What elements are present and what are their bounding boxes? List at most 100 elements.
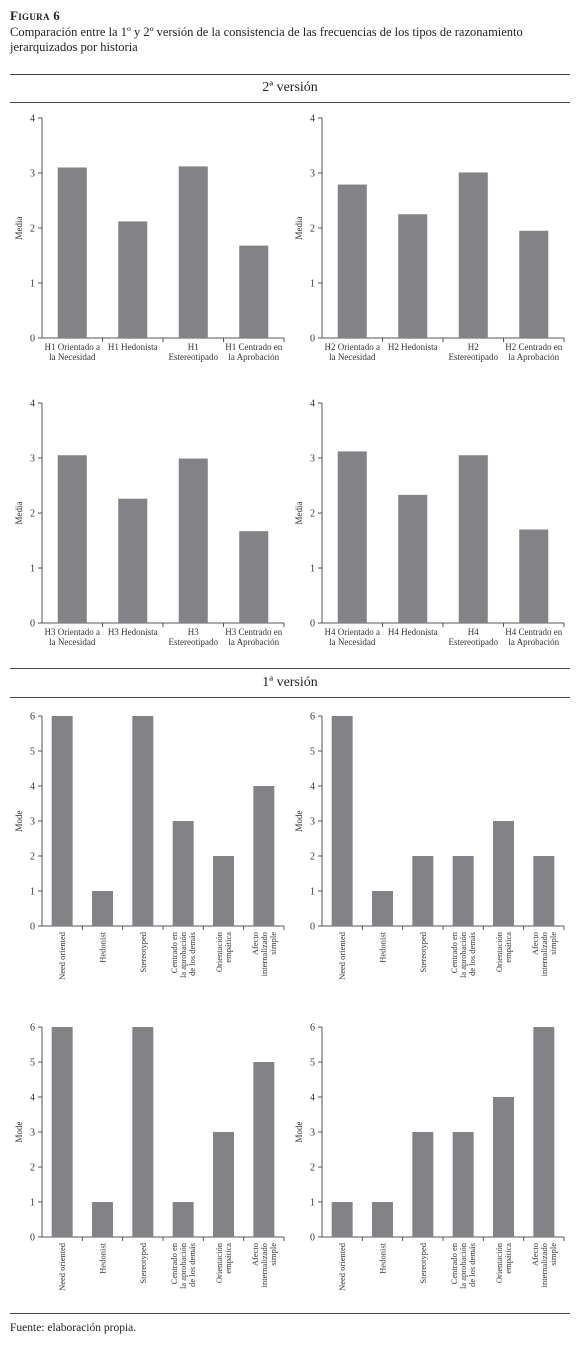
x-tick-label: H2 Hedonista [388,342,438,352]
top-rule [10,74,570,75]
y-tick-label: 5 [310,747,315,758]
x-tick-label: Need oriented [337,1242,347,1291]
y-tick-label: 4 [30,1093,35,1104]
bar [519,529,549,623]
x-tick-label: H1 Hedonista [108,342,158,352]
y-axis-label: Media [294,502,304,525]
section-rule [10,102,570,103]
bar [452,856,474,926]
y-tick-label: 2 [30,852,35,863]
bar [178,458,208,623]
y-tick-label: 0 [30,619,35,630]
bar [92,891,113,926]
chart-h4-second-version: 0 1 2 3 4 Media H4 Orientado a la Necesidad H4 H… [294,399,565,647]
x-tick-label: Hedonist [378,1242,388,1273]
bar [118,498,148,623]
x-tick-label: Hedonist [378,931,388,962]
bar [51,716,73,926]
bar [213,1132,234,1237]
x-tick-label: H2 Orientado a la Necesidad [325,342,380,362]
y-tick-label: 2 [30,1163,35,1174]
y-axis-label: Mode [14,1121,24,1142]
y-tick-label: 3 [30,169,35,180]
source-note: Fuente: elaboración propia. [10,1322,137,1334]
figure-caption: Comparación entre la 1º y 2º versión de … [10,25,523,54]
bar [57,455,87,623]
bar [398,494,428,623]
y-axis-label: Mode [294,1121,304,1142]
chart-mode-4-first-version: 0 1 2 3 4 5 6 Mode Need oriented Hedonist Stereoty… [294,1023,565,1291]
y-tick-label: 3 [30,817,35,828]
section-rule [10,697,570,698]
y-tick-label: 4 [30,782,35,793]
bar [533,856,555,926]
y-tick-label: 2 [310,224,315,235]
bar [337,451,367,623]
x-tick-label: Afectointernalizadosimple [530,932,558,977]
y-tick-label: 6 [310,712,315,723]
y-tick-label: 1 [310,887,315,898]
bar [239,531,269,623]
bar [51,1027,73,1237]
y-tick-label: 3 [30,1128,35,1139]
x-tick-label: Stereotyped [138,1242,148,1283]
bottom-rule [10,1313,570,1314]
y-tick-label: 5 [30,1058,35,1069]
y-tick-label: 0 [310,334,315,345]
chart-h2-second-version: 0 1 2 3 4 Media H2 Orientado a la Necesidad H2 H… [294,114,565,362]
bar [372,1202,393,1237]
bar [458,455,488,623]
y-tick-label: 4 [30,399,35,410]
y-tick-label: 6 [30,712,35,723]
y-tick-label: 1 [310,1198,315,1209]
y-tick-label: 2 [310,509,315,520]
section-title-second-version: 2ª versión [262,80,318,95]
x-tick-label: H3 Estereotipado [169,627,219,647]
y-axis-label: Media [14,502,24,525]
y-tick-label: 4 [310,782,315,793]
y-tick-label: 1 [310,564,315,575]
x-tick-label: H4 Estereotipado [449,627,499,647]
chart-h1-second-version: 0 1 2 3 4 Media H1 Orientado a la Necesidad H1 H… [14,114,285,362]
y-tick-label: 4 [310,1093,315,1104]
bar [331,1202,353,1237]
bar [213,856,234,926]
y-tick-label: 3 [30,454,35,465]
y-tick-label: 0 [310,619,315,630]
x-tick-label: H4 Centrado en la Aprobación [505,627,562,647]
figure-label: Figura 6 [10,8,61,23]
y-tick-label: 0 [30,922,35,933]
x-tick-label: Need oriented [337,931,347,980]
bar [458,172,488,338]
x-tick-label: Centrado enla aprobaciónde los demás [449,1242,477,1289]
bar [178,166,208,338]
bar [118,221,148,338]
y-tick-label: 2 [310,1163,315,1174]
x-tick-label: H1 Estereotipado [169,342,219,362]
bar [533,1027,555,1237]
y-tick-label: 3 [310,1128,315,1139]
bar [92,1202,113,1237]
bar [253,786,275,926]
section-title-first-version: 1ª versión [262,675,318,690]
y-tick-label: 6 [30,1023,35,1034]
x-tick-label: Centrado enla aprobaciónde los demás [169,931,197,978]
y-tick-label: 1 [30,564,35,575]
chart-mode-1-first-version: 0 1 2 3 4 5 6 Mode Need oriented Hedonist Stereoty… [14,712,285,980]
x-tick-label: Orientaciónempática [494,931,513,972]
x-tick-label: H1 Centrado en la Aprobación [225,342,282,362]
x-tick-label: Hedonist [98,1242,108,1273]
x-tick-label: H2 Estereotipado [449,342,499,362]
x-tick-label: Afectointernalizadosimple [250,1243,278,1288]
chart-mode-2-first-version: 0 1 2 3 4 5 6 Mode Need oriented Hedonist Stereoty… [294,712,565,980]
x-tick-label: Stereotyped [138,931,148,972]
bar [172,1202,194,1237]
x-tick-label: Orientaciónempática [214,931,233,972]
y-axis-label: Mode [294,810,304,831]
y-tick-label: 0 [30,334,35,345]
x-tick-label: Need oriented [57,1242,67,1291]
section-rule [10,668,570,669]
x-tick-label: Centrado enla aprobaciónde los demás [169,1242,197,1289]
y-tick-label: 1 [30,1198,35,1209]
y-tick-label: 2 [30,224,35,235]
